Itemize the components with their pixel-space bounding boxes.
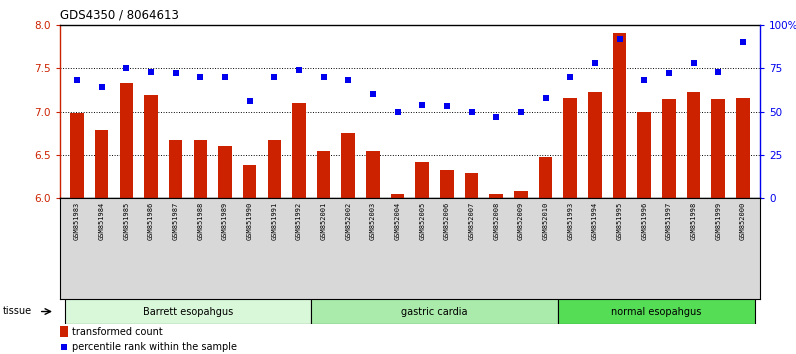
Text: Barrett esopahgus: Barrett esopahgus <box>142 307 233 316</box>
Text: GSM852001: GSM852001 <box>321 201 326 240</box>
Text: GSM852010: GSM852010 <box>543 201 548 240</box>
Bar <box>218 146 232 198</box>
Text: GDS4350 / 8064613: GDS4350 / 8064613 <box>60 9 178 22</box>
Point <box>613 36 626 41</box>
Bar <box>539 156 552 198</box>
Text: GSM852008: GSM852008 <box>494 201 499 240</box>
Bar <box>70 113 84 198</box>
Point <box>712 69 724 74</box>
Text: GSM851999: GSM851999 <box>716 201 721 240</box>
Bar <box>514 191 528 198</box>
Point <box>736 39 749 45</box>
Text: GSM851988: GSM851988 <box>197 201 203 240</box>
Bar <box>64 299 311 324</box>
Text: GSM851995: GSM851995 <box>617 201 622 240</box>
Bar <box>341 133 355 198</box>
Text: GSM852004: GSM852004 <box>395 201 400 240</box>
Text: GSM851983: GSM851983 <box>74 201 80 240</box>
Point <box>416 102 428 107</box>
Text: GSM851987: GSM851987 <box>173 201 178 240</box>
Text: GSM852002: GSM852002 <box>345 201 351 240</box>
Bar <box>465 173 478 198</box>
Text: GSM851992: GSM851992 <box>296 201 302 240</box>
Point <box>588 60 601 66</box>
Bar <box>60 326 68 337</box>
Bar <box>144 95 158 198</box>
Point <box>539 95 552 101</box>
Text: tissue: tissue <box>3 306 32 316</box>
Point <box>219 74 232 80</box>
Bar <box>366 152 380 198</box>
Bar <box>440 170 454 198</box>
Text: GSM851991: GSM851991 <box>271 201 277 240</box>
Text: GSM851986: GSM851986 <box>148 201 154 240</box>
Bar <box>317 152 330 198</box>
Point <box>96 84 108 90</box>
Point <box>662 70 675 76</box>
Bar <box>490 194 503 198</box>
Bar <box>662 98 676 198</box>
Point <box>244 98 256 104</box>
Text: GSM851993: GSM851993 <box>568 201 573 240</box>
Point <box>490 114 502 120</box>
Bar <box>588 92 602 198</box>
Text: GSM851997: GSM851997 <box>666 201 672 240</box>
Point <box>638 78 650 83</box>
Point <box>465 109 478 114</box>
Text: GSM851994: GSM851994 <box>592 201 598 240</box>
Bar <box>638 112 651 198</box>
Bar <box>712 99 725 198</box>
Text: gastric cardia: gastric cardia <box>401 307 468 316</box>
Bar <box>267 140 281 198</box>
Text: GSM852005: GSM852005 <box>419 201 425 240</box>
Bar <box>243 165 256 198</box>
Point <box>342 78 355 83</box>
Point <box>170 70 182 76</box>
Point <box>71 78 84 83</box>
Point <box>392 109 404 114</box>
Text: GSM852009: GSM852009 <box>518 201 524 240</box>
Bar <box>193 140 207 198</box>
Point <box>514 109 527 114</box>
Bar <box>613 33 626 198</box>
Text: GSM851990: GSM851990 <box>247 201 252 240</box>
Text: GSM852003: GSM852003 <box>370 201 376 240</box>
Point <box>145 69 158 74</box>
Bar <box>95 130 108 198</box>
Text: GSM852007: GSM852007 <box>469 201 474 240</box>
Point <box>120 65 133 71</box>
Bar <box>736 98 750 198</box>
Bar <box>119 83 133 198</box>
Point <box>293 67 306 73</box>
Point <box>58 344 70 350</box>
Point <box>194 74 207 80</box>
Point <box>268 74 281 80</box>
Bar <box>558 299 755 324</box>
Text: GSM852006: GSM852006 <box>444 201 450 240</box>
Bar <box>687 92 700 198</box>
Bar <box>564 98 577 198</box>
Text: normal esopahgus: normal esopahgus <box>611 307 702 316</box>
Point <box>564 74 576 80</box>
Text: GSM851984: GSM851984 <box>99 201 104 240</box>
Text: percentile rank within the sample: percentile rank within the sample <box>72 342 237 352</box>
Bar <box>311 299 558 324</box>
Text: GSM852000: GSM852000 <box>740 201 746 240</box>
Bar <box>169 140 182 198</box>
Text: GSM851998: GSM851998 <box>691 201 696 240</box>
Bar <box>292 103 306 198</box>
Point <box>687 60 700 66</box>
Text: GSM851989: GSM851989 <box>222 201 228 240</box>
Point <box>367 91 380 97</box>
Text: GSM851996: GSM851996 <box>642 201 647 240</box>
Bar <box>391 194 404 198</box>
Point <box>318 74 330 80</box>
Text: GSM851985: GSM851985 <box>123 201 129 240</box>
Point <box>440 103 453 109</box>
Bar <box>416 162 429 198</box>
Text: transformed count: transformed count <box>72 327 162 337</box>
